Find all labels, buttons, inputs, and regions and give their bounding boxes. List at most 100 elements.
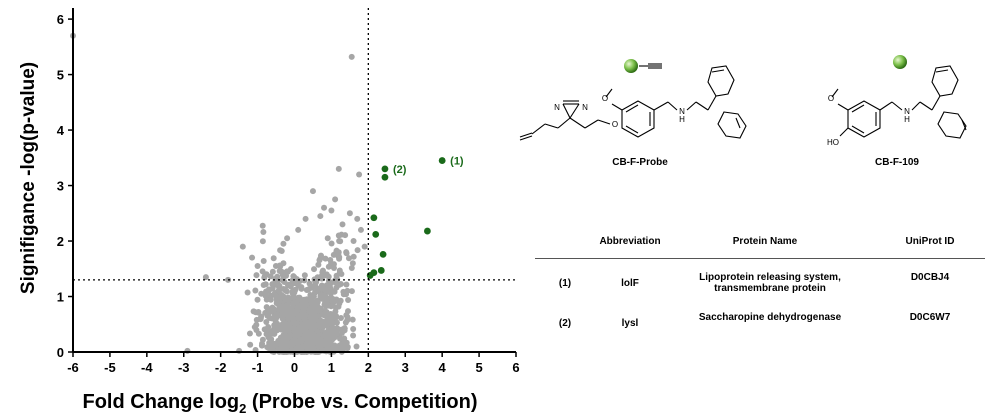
x-tick-label: 4 (439, 360, 447, 375)
oxygen-label: O (828, 94, 834, 103)
background-point (276, 285, 283, 292)
hit-point (381, 173, 389, 181)
background-point (280, 240, 287, 247)
background-point (308, 309, 315, 316)
background-point (333, 312, 340, 319)
background-point (293, 339, 300, 346)
background-point (253, 321, 260, 328)
background-point (332, 308, 339, 315)
background-point (337, 238, 344, 245)
background-point (350, 238, 357, 245)
background-point (309, 188, 316, 195)
background-point (274, 280, 281, 287)
x-tick-label: -2 (215, 360, 227, 375)
background-point (252, 309, 259, 316)
oxygen-label: O (602, 94, 608, 103)
background-point (305, 286, 312, 293)
background-point (298, 285, 305, 292)
hit-point (372, 230, 380, 238)
background-point (258, 290, 265, 297)
background-point (306, 329, 313, 336)
background-point (298, 346, 305, 353)
background-point (263, 271, 270, 278)
background-point (290, 318, 297, 325)
x-tick-label: -6 (67, 360, 79, 375)
background-point (323, 308, 330, 315)
background-point (349, 316, 356, 323)
background-point (300, 307, 307, 314)
background-point (253, 272, 260, 279)
background-point (247, 341, 254, 348)
hit-label: (2) (393, 164, 407, 176)
background-point (345, 297, 352, 304)
background-point (253, 326, 260, 333)
background-point (297, 312, 304, 319)
background-point (336, 300, 343, 307)
background-point (246, 330, 253, 337)
background-point (264, 312, 271, 319)
background-point (290, 311, 297, 318)
background-point (337, 314, 344, 321)
protein-name-line: transmembrane protein (714, 283, 826, 294)
background-point (357, 226, 364, 233)
background-point (252, 287, 259, 294)
background-point (284, 235, 291, 242)
nitrogen-label: N (582, 103, 588, 112)
background-point (308, 292, 315, 299)
background-point (325, 263, 332, 270)
background-point (350, 332, 357, 339)
background-point (335, 165, 342, 172)
background-point (345, 308, 352, 315)
background-point (319, 269, 326, 276)
background-point (308, 300, 315, 307)
background-point (318, 292, 325, 299)
background-point (312, 277, 319, 284)
x-tick-label: 0 (291, 360, 298, 375)
row-abbreviation: lolF (621, 278, 639, 289)
x-tick-label: 6 (512, 360, 519, 375)
y-tick-label: 0 (57, 345, 64, 360)
background-point (343, 249, 350, 256)
background-point (244, 289, 251, 296)
background-point (263, 319, 270, 326)
background-point (278, 247, 285, 254)
row-protein-name: Lipoprotein releasing system, transmembr… (675, 272, 865, 294)
background-point (263, 327, 270, 334)
x-tick-label: 5 (475, 360, 482, 375)
background-point (317, 213, 324, 220)
background-point (330, 265, 337, 272)
background-point (265, 287, 272, 294)
background-point (254, 296, 261, 303)
background-point (269, 281, 276, 288)
hydrogen-label: H (679, 115, 685, 124)
background-point (287, 283, 294, 290)
background-point (282, 320, 289, 327)
background-point (269, 304, 276, 311)
background-point (350, 326, 357, 333)
background-point (273, 293, 280, 300)
cb-f-109-structure (831, 55, 967, 139)
background-point (281, 303, 288, 310)
background-point (283, 342, 290, 349)
background-point (332, 196, 339, 203)
y-tick-label: 3 (57, 179, 64, 194)
background-point (292, 286, 299, 293)
x-tick-label: 3 (402, 360, 409, 375)
background-point (282, 327, 289, 334)
background-point (302, 312, 309, 319)
background-point (354, 247, 361, 254)
background-point (353, 343, 360, 350)
background-point (249, 254, 256, 261)
background-point (329, 335, 336, 342)
protein-table: Abbreviation Protein Name UniProt ID (1)… (535, 230, 985, 340)
background-point (287, 324, 294, 331)
background-point (328, 207, 335, 214)
x-tick-label: -1 (252, 360, 264, 375)
background-point (338, 270, 345, 277)
background-point (348, 265, 355, 272)
background-point (354, 215, 361, 222)
background-point (338, 330, 345, 337)
x-axis-title: Fold Change log2 (Probe vs. Competition) (82, 391, 477, 416)
background-point (301, 272, 308, 279)
background-point (302, 298, 309, 305)
